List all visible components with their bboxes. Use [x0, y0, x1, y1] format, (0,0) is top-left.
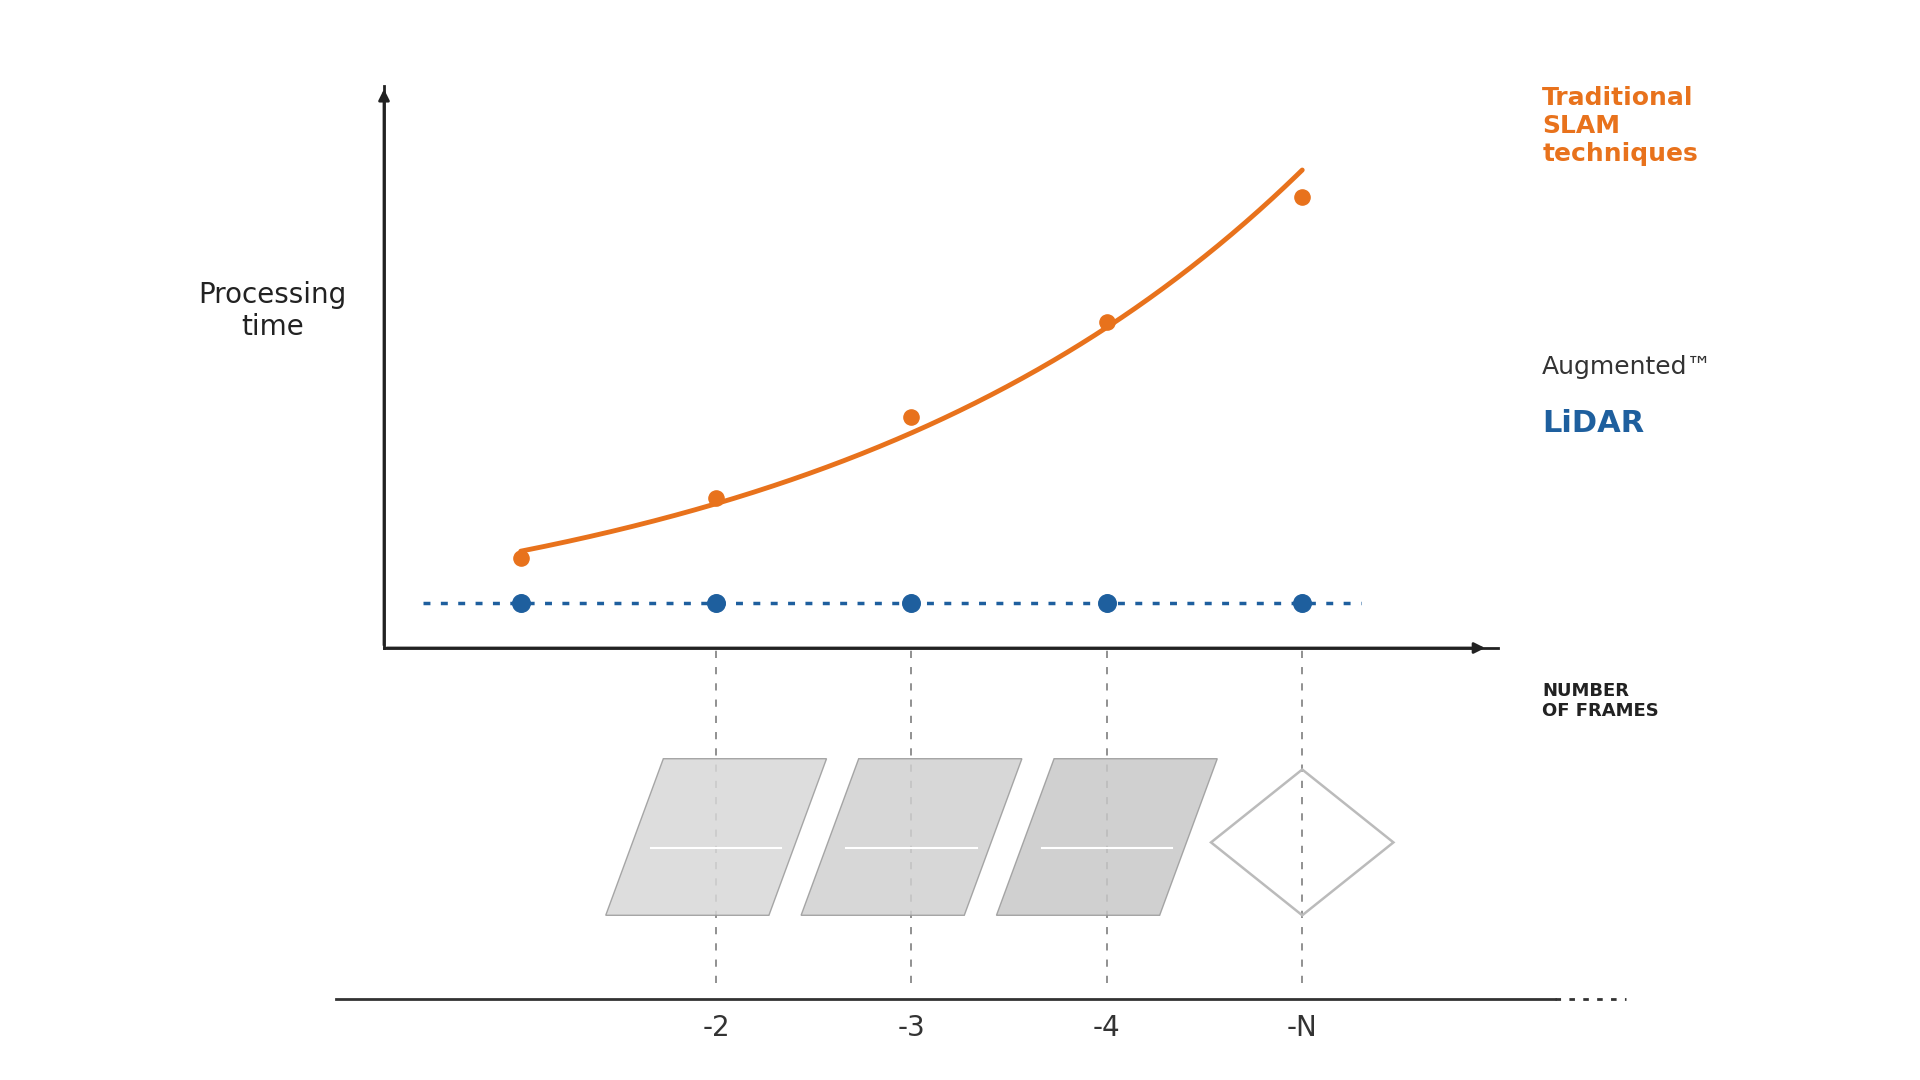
Point: [897, 408, 927, 426]
Text: -2: -2: [703, 1014, 730, 1042]
Point: [1286, 188, 1317, 205]
Text: Augmented™: Augmented™: [1542, 355, 1713, 379]
Text: NUMBER
OF FRAMES: NUMBER OF FRAMES: [1542, 681, 1659, 720]
Text: Processing
time: Processing time: [198, 281, 348, 341]
Text: -N: -N: [1286, 1014, 1317, 1042]
Text: Traditional
SLAM
techniques: Traditional SLAM techniques: [1542, 86, 1697, 166]
Point: [505, 549, 536, 566]
Point: [505, 594, 536, 611]
Point: [701, 489, 732, 507]
Point: [701, 594, 732, 611]
Text: -4: -4: [1092, 1014, 1121, 1042]
Point: [897, 594, 927, 611]
Point: [1091, 594, 1121, 611]
Text: LiDAR: LiDAR: [1542, 409, 1644, 437]
Point: [1091, 313, 1121, 330]
Point: [1286, 594, 1317, 611]
Text: -3: -3: [899, 1014, 925, 1042]
